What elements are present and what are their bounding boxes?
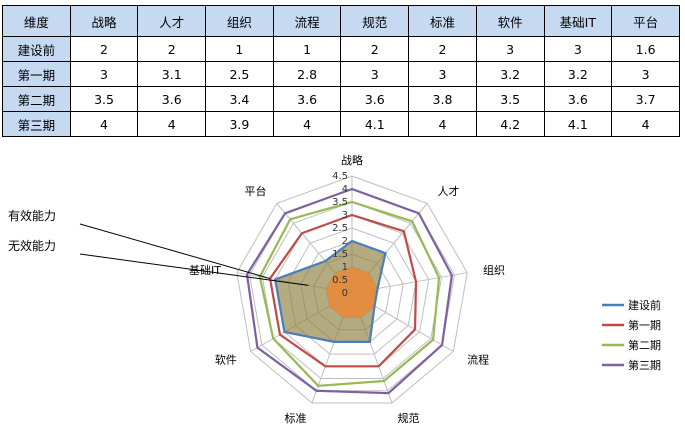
series-line-3 xyxy=(258,200,441,387)
header-cell: 组织 xyxy=(205,5,274,37)
table-cell: 3 xyxy=(475,36,545,62)
table-cell: 3.6 xyxy=(137,86,207,112)
table-cell: 3.2 xyxy=(543,61,613,87)
row-label: 第三期 xyxy=(2,111,71,137)
header-cell: 基础IT xyxy=(543,5,613,37)
table-cell: 4 xyxy=(137,111,207,137)
table-cell: 3.7 xyxy=(611,86,680,112)
header-cell: 战略 xyxy=(69,5,139,37)
table-cell: 3 xyxy=(611,61,680,87)
header-cell: 人才 xyxy=(137,5,207,37)
category-label: 人才 xyxy=(437,184,459,198)
tick-label: 4 xyxy=(342,184,348,195)
table-cell: 4 xyxy=(272,111,342,137)
series-line-2 xyxy=(268,213,418,368)
table-cell: 3.2 xyxy=(475,61,545,87)
table-row: 第二期 3.5 3.6 3.4 3.6 3.6 3.8 3.5 3.6 3.7 xyxy=(2,86,680,112)
legend-label: 第一期 xyxy=(628,318,661,332)
table-cell: 3.4 xyxy=(205,86,274,112)
category-label: 组织 xyxy=(483,263,505,277)
table-cell: 3 xyxy=(543,36,613,62)
table-cell: 1 xyxy=(205,36,274,62)
table-cell: 2 xyxy=(137,36,207,62)
tick-label: 0.5 xyxy=(332,275,348,286)
tick-label: 4.5 xyxy=(332,171,348,182)
row-label: 第一期 xyxy=(2,61,71,87)
table-cell: 3.6 xyxy=(272,86,342,112)
data-table: 维度 战略 人才 组织 流程 规范 标准 软件 基础IT 平台 建设前 2 2 … xyxy=(2,5,680,137)
grid-ring xyxy=(236,175,468,404)
row-label: 建设前 xyxy=(2,36,71,62)
table-row: 第一期 3 3.1 2.5 2.8 3 3 3.2 3.2 3 xyxy=(2,61,680,87)
series-line-4 xyxy=(245,187,453,395)
table-cell: 3.8 xyxy=(408,86,477,112)
table-header-row: 维度 战略 人才 组织 流程 规范 标准 软件 基础IT 平台 xyxy=(2,5,680,37)
category-label: 流程 xyxy=(467,353,489,367)
table-cell: 4 xyxy=(611,111,680,137)
header-cell: 标准 xyxy=(408,5,477,37)
legend-label: 建设前 xyxy=(628,298,661,312)
category-label: 规范 xyxy=(397,411,419,425)
grid-ring xyxy=(287,227,417,355)
legend-label: 第三期 xyxy=(628,358,661,372)
category-label: 战略 xyxy=(341,153,363,167)
legend-label: 第二期 xyxy=(628,338,661,352)
table-cell: 3.5 xyxy=(69,86,139,112)
tick-label: 3 xyxy=(342,210,348,221)
table-cell: 3 xyxy=(69,61,139,87)
table-cell: 3 xyxy=(340,61,410,87)
annotation-leader xyxy=(79,223,271,280)
header-cell: 维度 xyxy=(2,5,71,37)
tick-label: 1.5 xyxy=(332,249,348,260)
header-cell: 规范 xyxy=(340,5,410,37)
header-cell: 平台 xyxy=(611,5,680,37)
table-cell: 3.5 xyxy=(475,86,545,112)
table-row: 建设前 2 2 1 1 2 2 3 3 1.6 xyxy=(2,36,680,62)
table-cell: 3 xyxy=(408,61,477,87)
category-label: 基础IT xyxy=(189,264,221,277)
table-cell: 2.8 xyxy=(272,61,342,87)
tick-label: 0 xyxy=(342,288,348,299)
table-cell: 4.1 xyxy=(340,111,410,137)
annotation-leader xyxy=(79,253,309,286)
annotation-label: 无效能力 xyxy=(8,238,56,253)
category-label: 软件 xyxy=(215,353,237,367)
category-label: 标准 xyxy=(285,411,307,425)
ineffective-area xyxy=(326,267,378,318)
table-cell: 3.1 xyxy=(137,61,207,87)
tick-label: 1 xyxy=(342,262,348,273)
tick-label: 2.5 xyxy=(332,223,348,234)
table-cell: 1.6 xyxy=(611,36,680,62)
tick-label: 3.5 xyxy=(332,197,348,208)
row-label: 第二期 xyxy=(2,86,71,112)
header-cell: 流程 xyxy=(272,5,342,37)
grid-ring xyxy=(249,188,455,392)
table-row: 第三期 4 4 3.9 4 4.1 4 4.2 4.1 4 xyxy=(2,111,680,137)
annotation-label: 有效能力 xyxy=(8,208,56,223)
table-cell: 1 xyxy=(272,36,342,62)
table-cell: 4 xyxy=(408,111,477,137)
category-label: 平台 xyxy=(245,184,267,198)
table-cell: 3.9 xyxy=(205,111,274,137)
table-cell: 4.1 xyxy=(543,111,613,137)
table-cell: 2 xyxy=(340,36,410,62)
table-cell: 2 xyxy=(69,36,139,62)
series-line-1 xyxy=(273,239,387,343)
table-cell: 3.6 xyxy=(543,86,613,112)
table-cell: 2 xyxy=(408,36,477,62)
header-cell: 软件 xyxy=(475,5,545,37)
table-cell: 3.6 xyxy=(340,86,410,112)
tick-label: 2 xyxy=(342,236,348,247)
table-cell: 4.2 xyxy=(475,111,545,137)
table-cell: 4 xyxy=(69,111,139,137)
table-cell: 2.5 xyxy=(205,61,274,87)
